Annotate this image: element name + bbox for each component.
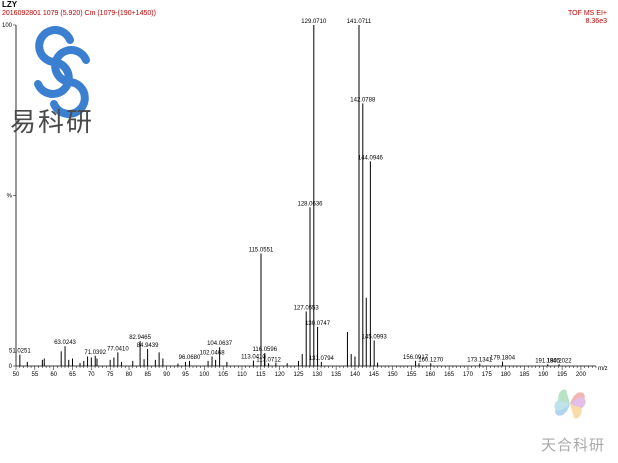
- y-tick-label: 100: [2, 23, 13, 29]
- peak-label: 51.0251: [9, 349, 31, 355]
- pinwheel-icon: [554, 389, 586, 419]
- base-peak-intensity: 8.36e3: [585, 18, 607, 25]
- peak-label: 141.0711: [347, 19, 372, 25]
- x-tick-label: 185: [519, 372, 530, 378]
- x-tick-label: 130: [312, 372, 323, 378]
- x-tick-label: 165: [444, 372, 455, 378]
- sample-name: LZY: [2, 0, 18, 9]
- peak-label: 130.0747: [305, 321, 331, 327]
- x-tick-label: 55: [31, 372, 38, 378]
- x-tick-label: 180: [501, 372, 512, 378]
- x-tick-label: 75: [107, 372, 114, 378]
- x-tick-label: 60: [50, 372, 57, 378]
- peak-label: 173.1341: [467, 358, 493, 364]
- peak-label: 102.0468: [200, 350, 226, 356]
- x-tick-label: 175: [482, 372, 493, 378]
- peak-label: 113.0410: [241, 355, 266, 361]
- x-tick-label: 190: [538, 372, 549, 378]
- logo-text: 易科研: [10, 108, 95, 138]
- x-tick-label: 195: [557, 372, 568, 378]
- peak-label: 145.0993: [362, 334, 388, 340]
- x-axis-label: m/z: [598, 366, 608, 372]
- peak-label: 127.0553: [294, 305, 320, 311]
- x-tick-label: 140: [350, 372, 361, 378]
- peak-label: 144.0946: [358, 155, 384, 161]
- x-tick-label: 200: [576, 372, 587, 378]
- peak-label: 191.1805: [535, 358, 561, 364]
- watermark-text: 天合科研: [541, 436, 606, 454]
- peak-label: 77.0410: [107, 346, 129, 352]
- x-tick-label: 155: [406, 372, 417, 378]
- x-tick-label: 135: [331, 372, 342, 378]
- scan-info: 2016092801 1079 (5.920) Cm (1079-(190+14…: [2, 10, 156, 17]
- y-tick-label: 0: [9, 364, 13, 370]
- peak-label: 160.1270: [418, 357, 444, 363]
- x-tick-label: 145: [369, 372, 380, 378]
- peak-sticks: [19, 25, 560, 366]
- peak-label: 194.2022: [547, 358, 573, 364]
- peak-label: 96.0680: [179, 355, 201, 361]
- peak-label: 117.0712: [256, 357, 281, 363]
- x-tick-label: 105: [218, 372, 229, 378]
- acquisition-mode: TOF MS EI+: [568, 10, 607, 17]
- chart-axes: 50 55 60 65 70 75 80 85 90 95 100 105 110 115 120 125 13…: [2, 23, 608, 378]
- peak-label: 115.0551: [249, 247, 274, 253]
- peak-label: 63.0243: [54, 340, 76, 346]
- peak-label: 129.0710: [301, 19, 327, 25]
- y-tick-label: %: [7, 194, 13, 200]
- x-tick-label: 100: [199, 372, 210, 378]
- peak-label: 71.0392: [84, 350, 106, 356]
- peak-label: 131.0794: [309, 356, 335, 362]
- peak-label: 179.1804: [490, 356, 516, 362]
- x-tick-label: 150: [388, 372, 399, 378]
- x-tick-label: 85: [144, 372, 151, 378]
- peak-label: 84.9439: [137, 343, 159, 349]
- peak-label: 128.0636: [297, 201, 323, 207]
- x-tick-label: 50: [13, 372, 20, 378]
- x-tick-label: 95: [182, 372, 189, 378]
- peak-label: 156.0917: [403, 355, 429, 361]
- x-tick-label: 110: [237, 372, 247, 378]
- x-tick-label: 70: [88, 372, 95, 378]
- peak-label: 82.9465: [129, 335, 151, 341]
- peak-label: 104.0637: [207, 341, 233, 347]
- x-tick-label: 120: [275, 372, 286, 378]
- peak-label: 116.0596: [252, 347, 277, 353]
- s-chain-logo-icon: [34, 26, 90, 118]
- x-tick-label: 90: [163, 372, 170, 378]
- peak-label: 142.0788: [350, 97, 376, 103]
- x-tick-label: 65: [69, 372, 76, 378]
- x-tick-label: 160: [425, 372, 436, 378]
- x-tick-label: 115: [256, 372, 266, 378]
- x-tick-label: 170: [463, 372, 474, 378]
- x-tick-label: 125: [293, 372, 304, 378]
- x-tick-label: 80: [126, 372, 133, 378]
